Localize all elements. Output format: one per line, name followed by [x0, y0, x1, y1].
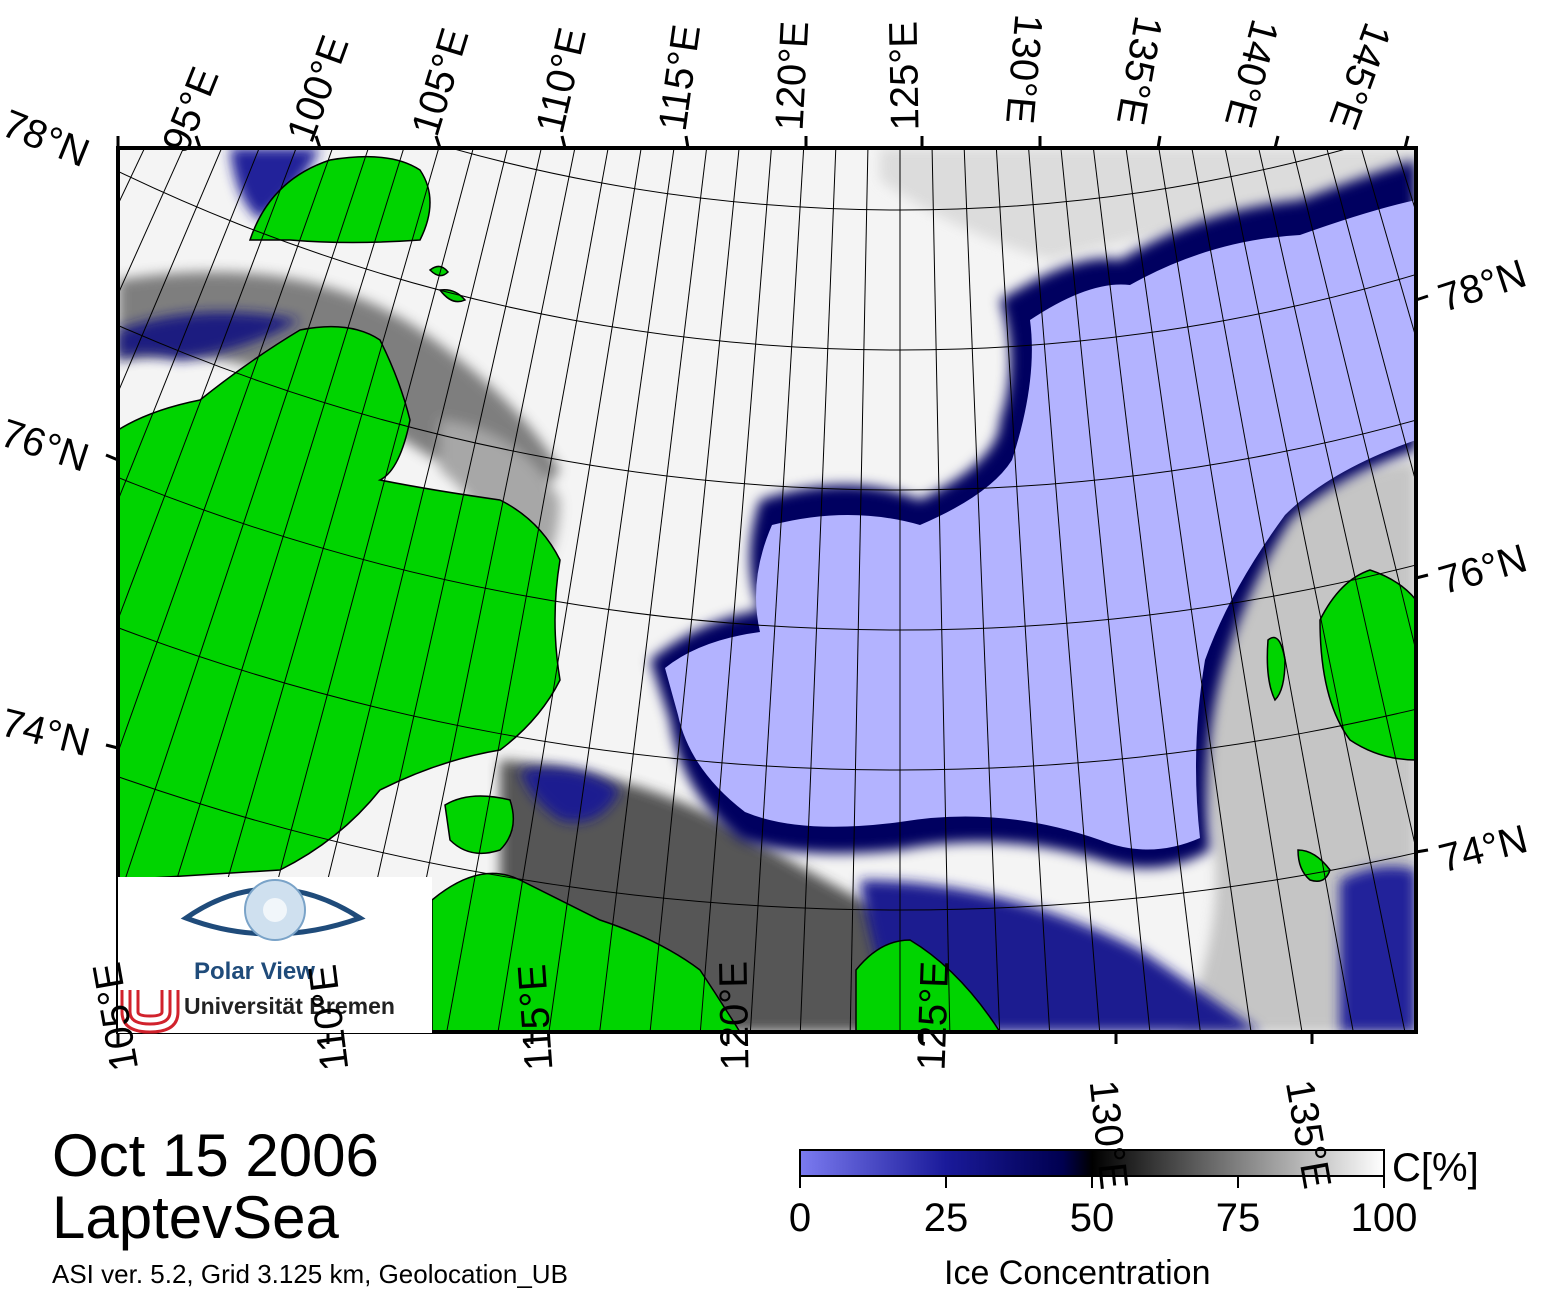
- frame-tick: [434, 135, 442, 149]
- land-group: [118, 155, 1416, 1032]
- meridian-line: [118, 148, 334, 754]
- meridian-line: [1360, 148, 1416, 340]
- meridian-line: [1458, 0, 1541, 1056]
- top-label: 130°E: [997, 12, 1051, 126]
- ice-texture-ne: [880, 148, 1416, 260]
- frame-tick: [194, 135, 202, 149]
- meridian-line: [1191, 148, 1354, 1032]
- logo-title: Polar View: [194, 958, 315, 985]
- meridian-line: [1395, 148, 1416, 214]
- colorbar-tick-label: 25: [923, 1196, 969, 1240]
- bottom-label: 115°E: [510, 962, 562, 1073]
- ice-edge-se: [1340, 866, 1416, 1032]
- frame-tick: [1273, 135, 1280, 149]
- meridian-line: [1158, 148, 1303, 1032]
- meridian-line: [963, 148, 1001, 1032]
- frame-tick: [1156, 135, 1162, 149]
- bottom-label: 120°E: [711, 960, 758, 1071]
- meridian-line: [649, 148, 740, 1032]
- top-label: 125°E: [881, 20, 928, 131]
- meridian-line: [1224, 148, 1406, 1032]
- land-small-island-1: [1266, 636, 1286, 702]
- land-taymyr: [118, 325, 561, 881]
- colorbar: [799, 1149, 1385, 1177]
- meridian-line: [995, 148, 1051, 1032]
- land-novosibirsk: [1319, 569, 1416, 761]
- top-label: 120°E: [767, 20, 818, 132]
- land-south-coast: [431, 872, 741, 1032]
- meridian-line: [749, 148, 805, 1032]
- frame-ticks: [105, 135, 1429, 1044]
- meridian-line: [1291, 148, 1416, 653]
- region-label: LaptevSea: [52, 1184, 339, 1251]
- parallel-line: [449, 148, 1351, 211]
- meridian-line: [699, 148, 772, 1032]
- meridian-line: [849, 148, 869, 1032]
- land-islet-1: [428, 265, 450, 277]
- land-island-mid: [444, 795, 515, 855]
- colorbar-unit: C[%]: [1392, 1146, 1479, 1190]
- bottom-label: 125°E: [909, 960, 958, 1072]
- colorbar-tick-label: 75: [1215, 1196, 1261, 1240]
- meridian-line: [548, 148, 675, 1032]
- meridian-line: [1125, 148, 1252, 1032]
- frame-tick: [1403, 135, 1410, 149]
- colorbar-tick-label: 0: [788, 1196, 812, 1240]
- land-islet-2: [438, 288, 467, 303]
- colorbar-title: Ice Concentration: [944, 1254, 1211, 1292]
- meridian-line: [0, 0, 1, 712]
- frame-tick: [1415, 573, 1429, 580]
- frame-tick: [1415, 848, 1429, 854]
- date-label: Oct 15 2006: [52, 1122, 379, 1189]
- meridian-line: [1060, 148, 1151, 1032]
- processing-info: ASI ver. 5.2, Grid 3.125 km, Geolocation…: [52, 1259, 568, 1289]
- meridian-line: [1430, 0, 1541, 1076]
- land-small-island-2: [1297, 849, 1331, 882]
- meridian-line: [931, 148, 951, 1032]
- colorbar-tick-label: 50: [1069, 1196, 1115, 1240]
- land-south-mainland: [855, 939, 1001, 1032]
- meridian-line: [446, 148, 609, 1032]
- frame-tick: [105, 743, 119, 750]
- frame-tick: [105, 453, 119, 462]
- frame-tick: [560, 135, 567, 149]
- meridian-line: [118, 148, 297, 621]
- meridian-line: [118, 148, 369, 903]
- meridian-line: [1486, 0, 1541, 1035]
- logo-university: Universität Bremen: [184, 993, 395, 1019]
- colorbar-tick-label: 100: [1350, 1196, 1418, 1240]
- meridian-line: [1028, 148, 1101, 1032]
- map-frame: [116, 146, 1418, 1034]
- frame-tick: [1415, 294, 1429, 302]
- land-severnaya-zemlya-north: [248, 155, 431, 244]
- ice-edge-strait: [118, 312, 300, 360]
- meridian-line: [1258, 148, 1416, 852]
- meridian-line: [799, 148, 837, 1032]
- frame-tick: [684, 135, 690, 149]
- frame-tick: [314, 135, 322, 149]
- colorbar-ticks: [799, 1176, 1385, 1188]
- meridian-line: [1326, 148, 1416, 485]
- ice-edge-coastal: [520, 767, 620, 822]
- meridian-line: [497, 148, 642, 1032]
- open-water-area: [665, 200, 1416, 850]
